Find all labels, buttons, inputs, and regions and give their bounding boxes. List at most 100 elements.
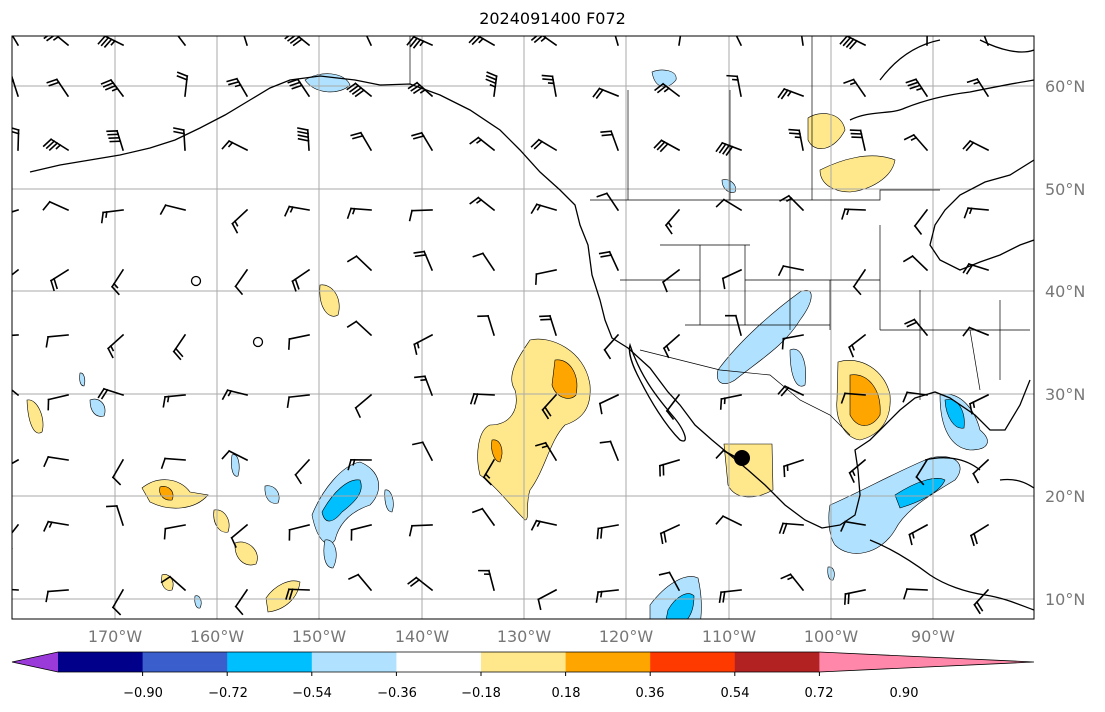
- map-title: 2024091400 F072: [479, 9, 626, 28]
- wind-barb: [654, 82, 681, 98]
- colorbar-tick-label: −0.90: [123, 686, 163, 701]
- lon-label: 90°W: [911, 627, 955, 646]
- negative-region: [789, 348, 806, 387]
- wind-barb: [47, 394, 69, 411]
- wind-barb: [592, 87, 620, 99]
- wind-barb: [537, 588, 558, 611]
- wind-barb: [346, 320, 373, 337]
- wind-barb: [904, 318, 929, 337]
- lon-label: 110°W: [702, 627, 757, 646]
- wind-barb: [12, 523, 20, 550]
- wind-barb: [902, 255, 929, 272]
- wind-barb: [983, 36, 990, 47]
- wind-barb: [406, 36, 434, 49]
- wind-barb: [963, 207, 989, 219]
- map-frame: [11, 35, 1035, 620]
- wind-barb: [535, 269, 557, 285]
- negative-region: [323, 539, 337, 569]
- colorbar-tick-label: 0.54: [721, 686, 750, 701]
- colorbar-segment: [227, 652, 313, 672]
- wind-barb: [106, 504, 125, 527]
- coastlines: [29, 39, 1034, 611]
- wind-barb: [12, 334, 19, 337]
- wind-barb: [777, 385, 805, 397]
- colorbar-tick-label: 0.72: [805, 686, 834, 701]
- colorbar-extend-low: [12, 652, 58, 672]
- wind-barb: [287, 334, 310, 350]
- wind-barb: [725, 314, 742, 336]
- wind-barb: [285, 588, 310, 600]
- wind-barb: [414, 375, 434, 397]
- wind-barb: [413, 250, 434, 272]
- colorbar-segment: [58, 652, 144, 672]
- negative-region: [89, 398, 106, 417]
- positive-region: [213, 509, 230, 533]
- wind-barb: [221, 449, 249, 462]
- colorbar-segment: [142, 652, 228, 672]
- wind-barb: [719, 394, 742, 410]
- wind-barb: [42, 200, 70, 212]
- wind-barb: [661, 268, 681, 293]
- wind-barb: [913, 208, 929, 235]
- lon-label: 120°W: [599, 627, 654, 646]
- wind-barb: [973, 588, 990, 615]
- wind-barb: [163, 524, 186, 540]
- wind-barb: [600, 130, 620, 152]
- wind-barb: [778, 522, 804, 535]
- colorbar-extend-high: [819, 652, 1034, 672]
- wind-barb: [49, 268, 70, 292]
- wind-barb: [659, 523, 681, 545]
- wind-barb: [46, 78, 70, 98]
- wind-barb: [843, 78, 867, 98]
- longitude-labels: 170°W 160°W 150°W 140°W 130°W 120°W 110°…: [88, 627, 955, 646]
- wind-barb: [664, 208, 681, 235]
- wind-barb: [903, 133, 929, 152]
- wind-barb: [284, 36, 311, 47]
- positive-region: [141, 479, 209, 509]
- wind-barb: [226, 77, 249, 98]
- wind-barb: [408, 209, 433, 222]
- colorbar-tick-label: −0.18: [461, 686, 501, 701]
- wind-barb: [110, 268, 125, 296]
- wind-barb: [596, 524, 619, 540]
- wind-barb: [782, 458, 805, 478]
- wind-barb: [469, 136, 496, 152]
- wind-barb: [347, 458, 372, 471]
- wind-barb: [348, 573, 373, 592]
- wind-barb: [839, 36, 867, 50]
- wind-barb: [42, 138, 70, 152]
- wind-barb: [291, 268, 311, 292]
- wind-barb: [106, 129, 125, 152]
- wind-barb: [658, 459, 680, 477]
- wind-barb: [653, 139, 681, 153]
- wind-barb: [541, 74, 557, 97]
- wind-barb: [781, 334, 804, 350]
- wind-barb: [346, 82, 373, 98]
- wind-barb: [97, 387, 125, 400]
- wind-barb: [715, 141, 743, 156]
- lon-label: 150°W: [292, 627, 347, 646]
- positive-region: [807, 113, 846, 149]
- wind-barb: [469, 196, 496, 212]
- lon-label: 130°W: [497, 627, 552, 646]
- wind-barb: [407, 576, 434, 592]
- wind-barb: [852, 268, 867, 296]
- wind-barb: [969, 523, 990, 547]
- negative-region: [79, 372, 86, 387]
- wind-barb: [530, 203, 557, 215]
- wind-barb: [721, 268, 743, 290]
- wind-barb: [530, 138, 558, 152]
- wind-barbs: [12, 36, 990, 616]
- wind-barb: [294, 458, 311, 485]
- wind-barb: [662, 333, 681, 359]
- wind-barb: [243, 36, 249, 47]
- colorbar-outline: [11, 651, 1035, 673]
- wind-barb: [288, 524, 310, 541]
- wind-barb: [12, 75, 20, 98]
- wind-barb: [286, 394, 310, 408]
- wind-barb: [231, 208, 249, 234]
- wind-barb: [411, 131, 434, 152]
- lat-label: 10°N: [1045, 590, 1085, 609]
- wind-barb: [777, 264, 804, 277]
- wind-barb: [840, 392, 866, 404]
